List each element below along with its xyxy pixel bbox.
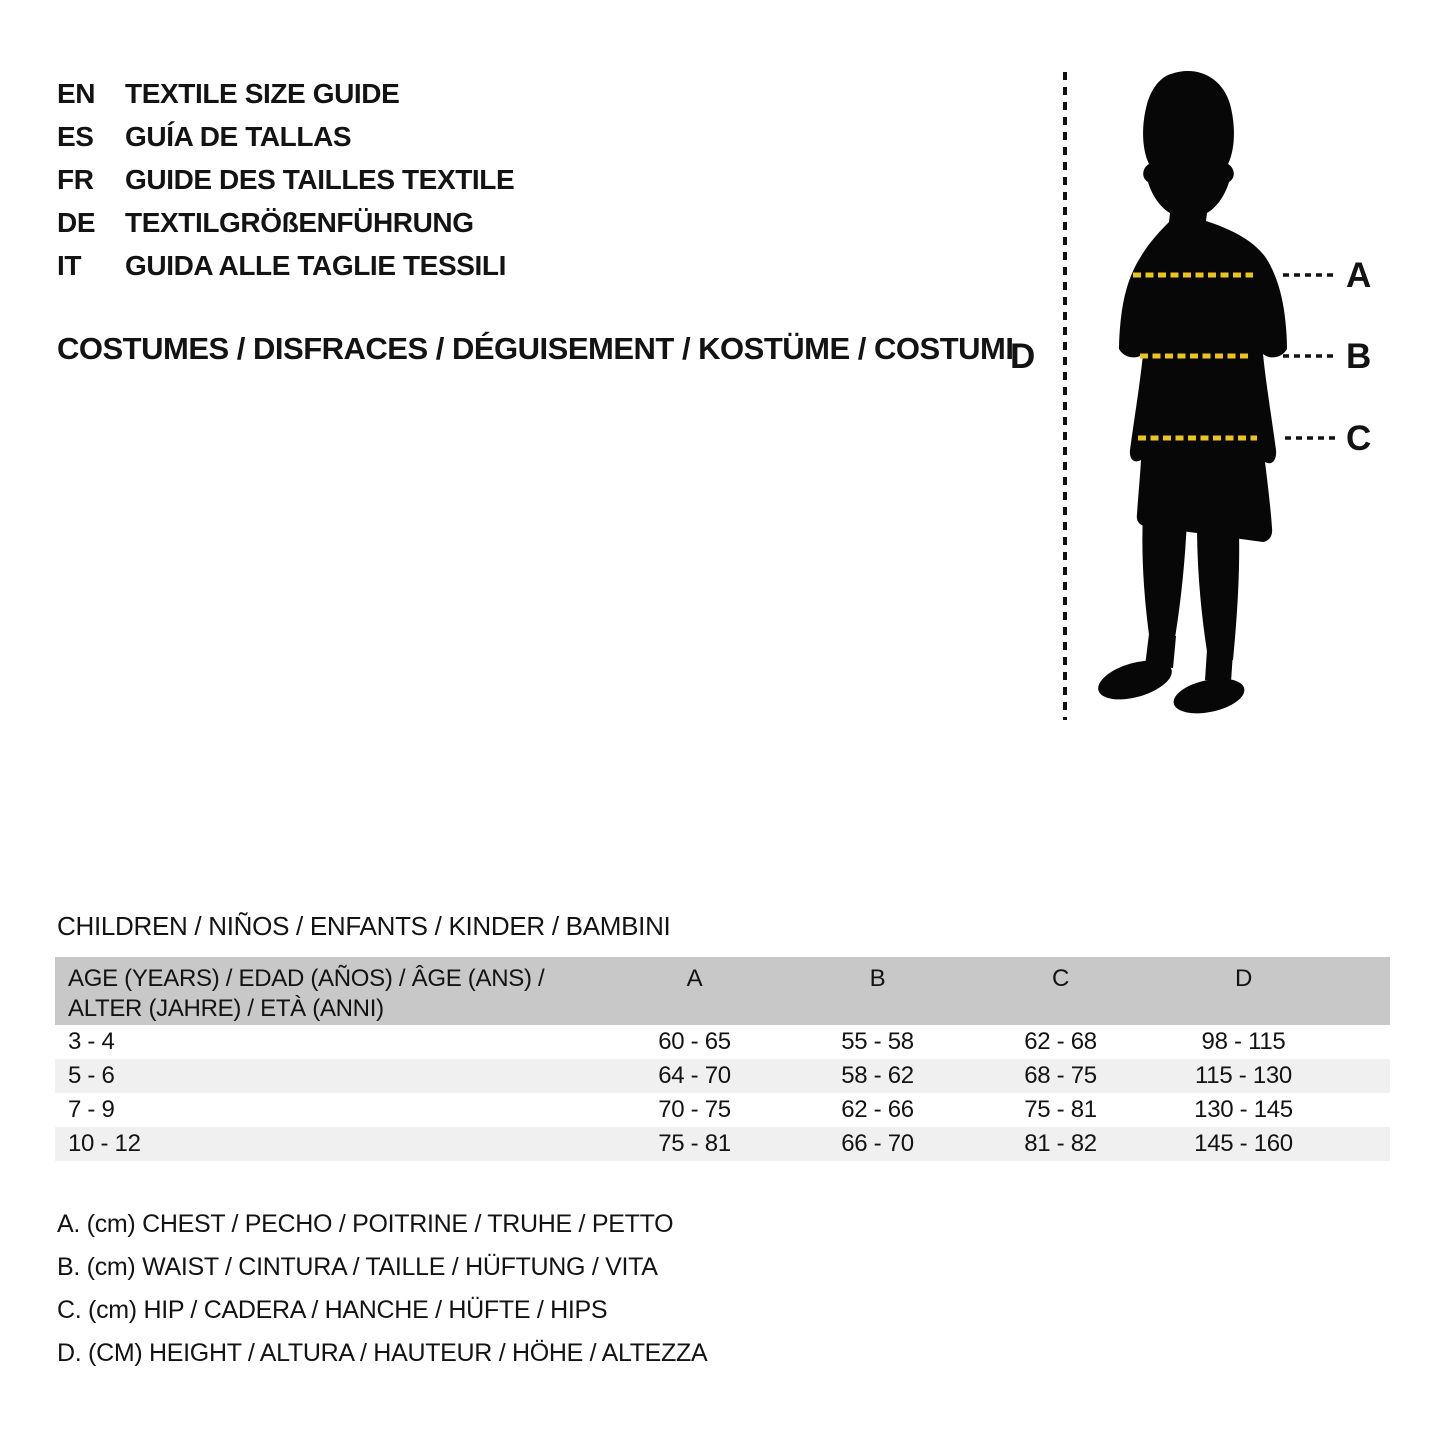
language-code: DE [57, 206, 96, 238]
legend-item-waist: B. (cm) WAIST / CINTURA / TAILLE / HÜFTU… [57, 1253, 658, 1281]
left-shoe [1098, 660, 1172, 700]
age-cell: 7 - 9 [68, 1096, 115, 1123]
chest-cell: 75 - 81 [658, 1130, 731, 1157]
waist-cell: 58 - 62 [841, 1062, 914, 1089]
language-code: ES [57, 120, 94, 152]
age-header-line1: AGE (YEARS) / EDAD (AÑOS) / ÂGE (ANS) / [68, 965, 545, 992]
measure-label-chest: A [1346, 256, 1372, 295]
category-title: COSTUMES / DISFRACES / DÉGUISEMENT / KOS… [57, 331, 1014, 366]
column-header-d: D [1234, 965, 1253, 992]
language-row-it: IT GUIDA ALLE TAGLIE TESSILI [57, 244, 514, 287]
language-row-fr: FR GUIDE DES TAILLES TEXTILE [57, 158, 515, 201]
age-cell: 3 - 4 [68, 1028, 115, 1055]
chest-cell: 70 - 75 [658, 1096, 731, 1123]
waist-cell: 66 - 70 [841, 1130, 914, 1157]
measure-label-hip: C [1346, 419, 1372, 458]
chest-cell: 64 - 70 [658, 1062, 731, 1089]
legend-item-chest: A. (cm) CHEST / PECHO / POITRINE / TRUHE… [57, 1210, 674, 1238]
height-cell: 130 - 145 [1194, 1096, 1293, 1123]
language-code: EN [57, 77, 96, 109]
height-cell: 115 - 130 [1195, 1062, 1292, 1089]
table-section-title: CHILDREN / NIÑOS / ENFANTS / KINDER / BA… [57, 911, 671, 941]
language-title: TEXTILE SIZE GUIDE [125, 77, 400, 109]
language-row-es: ES GUÍA DE TALLAS [57, 115, 514, 158]
legend-item-hip: C. (cm) HIP / CADERA / HANCHE / HÜFTE / … [57, 1296, 608, 1324]
legend-item-height: D. (CM) HEIGHT / ALTURA / HAUTEUR / HÖHE… [57, 1339, 708, 1367]
height-cell: 98 - 115 [1201, 1028, 1286, 1055]
age-cell: 10 - 12 [68, 1130, 141, 1157]
table-row: 10 - 12 75 - 81 66 - 70 81 - 82 145 - 16… [55, 1127, 1390, 1161]
table-row: 5 - 6 64 - 70 58 - 62 68 - 75 115 - 130 [55, 1059, 1390, 1093]
table-header-row: AGE (YEARS) / EDAD (AÑOS) / ÂGE (ANS) / … [55, 957, 1390, 1025]
column-header-b: B [869, 965, 886, 992]
chest-cell: 60 - 65 [658, 1028, 731, 1055]
table-row: 7 - 9 70 - 75 62 - 66 75 - 81 130 - 145 [55, 1093, 1390, 1127]
language-code: FR [57, 163, 94, 195]
hip-cell: 81 - 82 [1024, 1130, 1097, 1157]
hip-cell: 62 - 68 [1024, 1028, 1097, 1055]
size-table: AGE (YEARS) / EDAD (AÑOS) / ÂGE (ANS) / … [55, 957, 1390, 1161]
right-shoe [1173, 678, 1245, 714]
language-title: GUIDE DES TAILLES TEXTILE [125, 163, 515, 195]
measure-label-waist: B [1346, 337, 1372, 376]
column-header-c: C [1051, 965, 1070, 992]
language-row-de: DE TEXTILGRÖßENFÜHRUNG [57, 201, 514, 244]
language-title: GUÍA DE TALLAS [125, 120, 352, 152]
age-header-line2: ALTER (JAHRE) / ETÀ (ANNI) [68, 995, 384, 1022]
table-row: 3 - 4 60 - 65 55 - 58 62 - 68 98 - 115 [55, 1025, 1390, 1059]
column-header-a: A [686, 965, 703, 992]
child-silhouette-diagram [1063, 71, 1336, 720]
age-column-header: AGE (YEARS) / EDAD (AÑOS) / ÂGE (ANS) / … [55, 957, 603, 1025]
language-code: IT [57, 249, 82, 281]
hip-cell: 75 - 81 [1024, 1096, 1097, 1123]
waist-cell: 55 - 58 [841, 1028, 914, 1055]
hip-cell: 68 - 75 [1024, 1062, 1097, 1089]
height-cell: 145 - 160 [1194, 1130, 1293, 1157]
measurement-legend: A. (cm) CHEST / PECHO / POITRINE / TRUHE… [57, 1203, 708, 1375]
language-title-block: EN TEXTILE SIZE GUIDE ES GUÍA DE TALLAS … [57, 72, 515, 287]
child-silhouette [1098, 71, 1287, 714]
measure-label-height: D [1010, 337, 1036, 376]
language-row-en: EN TEXTILE SIZE GUIDE [57, 72, 514, 115]
waist-cell: 62 - 66 [841, 1096, 914, 1123]
age-cell: 5 - 6 [68, 1062, 115, 1089]
language-title: GUIDA ALLE TAGLIE TESSILI [125, 249, 506, 281]
language-title: TEXTILGRÖßENFÜHRUNG [125, 206, 474, 238]
